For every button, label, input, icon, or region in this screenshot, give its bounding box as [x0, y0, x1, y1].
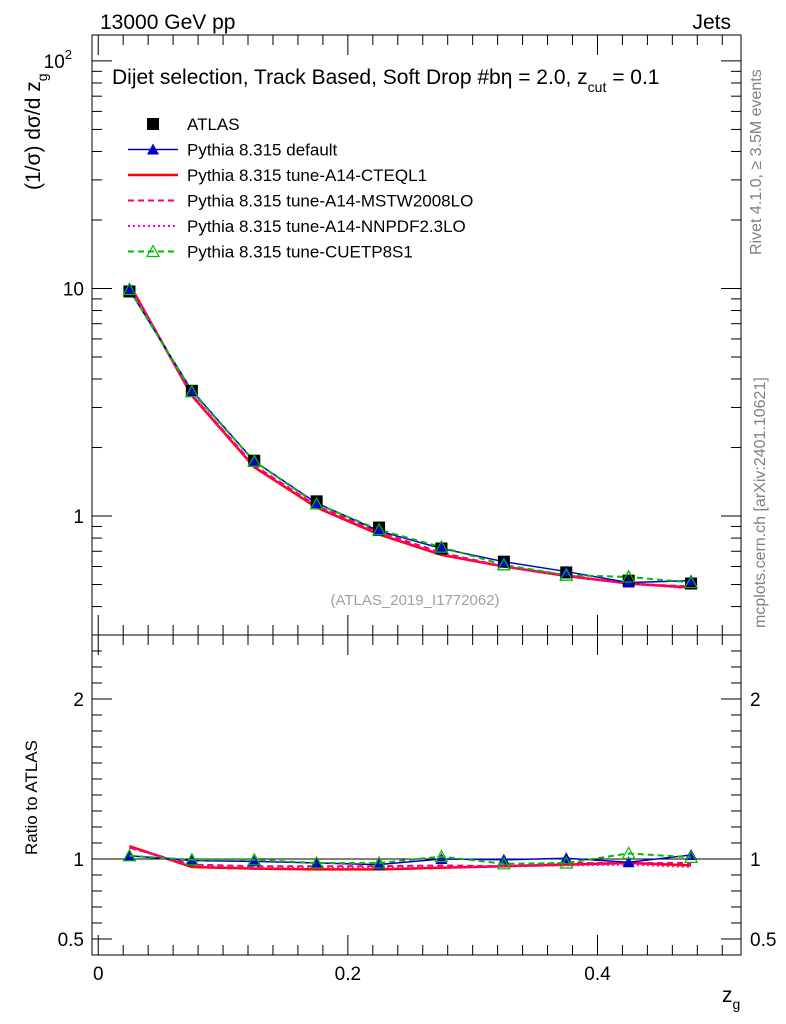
- plot-title-tail: = 0.1: [606, 66, 659, 89]
- ratio-series-line: [129, 852, 692, 865]
- main-y-tick-label-base: 10: [44, 52, 65, 73]
- ratio-series-marker: [496, 856, 511, 870]
- ratio-series-marker: [434, 849, 449, 863]
- rivet-version-label: Rivet 4.1.0, ≥ 3.5M events: [748, 69, 765, 255]
- main-y-tick-label: 10: [63, 279, 84, 300]
- legend-marker-atlas: [147, 118, 159, 130]
- legend-label-atlas: ATLAS: [187, 115, 240, 134]
- header-right-title: Jets: [692, 11, 731, 34]
- ratio-series-line: [129, 846, 692, 868]
- main-series-group: [122, 282, 699, 590]
- main-series-marker: [184, 384, 199, 398]
- legend: ATLAS Pythia 8.315 default Pythia 8.315 tu…: [128, 115, 473, 262]
- ratio-series-marker: [184, 852, 199, 866]
- main-series-marker: [372, 522, 387, 536]
- ratio-series-line: [129, 854, 692, 866]
- mcplots-label: mcplots.cern.ch [arXiv:2401.10621]: [752, 377, 769, 628]
- ratio-series-marker: [621, 846, 636, 860]
- ratio-y-tick-label-right: 1: [750, 850, 761, 871]
- main-series-line: [128, 284, 692, 590]
- main-series-marker: [309, 496, 324, 510]
- main-series-line: [128, 289, 692, 584]
- main-series-marker: [310, 497, 323, 509]
- legend-label: Pythia 8.315 tune-A14-NNPDF2.3LO: [187, 217, 466, 236]
- main-series-marker: [122, 282, 137, 296]
- main-series-marker: [247, 454, 262, 467]
- ratio-y-tick-label-right: 0.5: [750, 930, 776, 951]
- plot-title-eta: η = 2.0, z: [501, 66, 588, 89]
- main-series-line: [128, 288, 692, 584]
- ratio-series-marker: [373, 858, 386, 870]
- ratio-series-line: [129, 846, 692, 869]
- x-tick-label: 0.4: [584, 964, 611, 985]
- header-left-title: 13000 GeV pp: [100, 11, 235, 34]
- legend-label: Pythia 8.315 tune-A14-MSTW2008LO: [187, 192, 473, 211]
- main-series-marker: [185, 384, 198, 396]
- main-series-marker: [496, 557, 511, 571]
- ratio-series-marker: [309, 855, 324, 869]
- legend-marker: [145, 244, 161, 258]
- ratio-series-marker: [123, 849, 136, 861]
- plot-title-cut-sub: cut: [588, 79, 607, 95]
- ratio-series-group: [122, 845, 699, 871]
- x-axis-label: zg: [722, 984, 740, 1012]
- ratio-y-axis-label: Ratio to ATLAS: [22, 740, 41, 855]
- main-y-axis-label: (1/σ) dσ/d zg: [22, 73, 50, 190]
- main-series-marker: [559, 567, 574, 581]
- ratio-plot-frame: [91, 634, 742, 956]
- ratio-series-marker: [684, 850, 699, 864]
- legend-label: Pythia 8.315 tune-A14-CTEQL1: [187, 166, 427, 185]
- main-series-marker: [123, 283, 136, 295]
- analysis-watermark: (ATLAS_2019_I1772062): [330, 592, 499, 609]
- legend-label: Pythia 8.315 default: [187, 141, 338, 160]
- ratio-series-marker: [247, 852, 262, 866]
- ratio-series-marker: [559, 855, 574, 869]
- ratio-series-marker: [372, 855, 387, 869]
- ratio-series-marker: [248, 855, 261, 867]
- ratio-y-tick-label-right: 2: [750, 690, 761, 711]
- legend-label: Pythia 8.315 tune-CUETP8S1: [187, 243, 413, 262]
- ratio-series-marker: [622, 856, 635, 868]
- ratio-y-tick-label-left: 2: [73, 690, 84, 711]
- legend-marker: [147, 143, 159, 155]
- plot-title-main: Dijet selection, Track Based, Soft Drop …: [112, 66, 501, 89]
- ratio-axis-ticks: 0 0.2 0.4 0.5 0.5 1 1 2 2: [58, 634, 776, 985]
- x-axis-label-sub: g: [733, 996, 741, 1012]
- main-series-line: [128, 284, 692, 588]
- main-series-marker: [621, 569, 636, 583]
- x-axis-label-text: z: [722, 984, 733, 1007]
- ratio-y-tick-label-left: 1: [73, 850, 84, 871]
- x-tick-label: 0.2: [335, 964, 361, 985]
- main-series-marker: [684, 575, 699, 589]
- main-series-marker: [435, 542, 448, 554]
- ratio-y-tick-label-left: 0.5: [58, 930, 84, 951]
- plot-title: Dijet selection, Track Based, Soft Drop …: [112, 66, 660, 95]
- ratio-series-marker: [122, 848, 137, 862]
- main-series-marker: [373, 524, 386, 536]
- ratio-series-marker: [310, 857, 323, 868]
- main-y-tick-label: 1: [73, 507, 84, 528]
- main-y-axis-label-text: (1/σ) dσ/d z: [22, 81, 45, 190]
- main-y-tick-label: 102: [44, 47, 72, 73]
- main-y-tick-label-sup: 2: [65, 47, 72, 62]
- main-series-marker: [248, 455, 261, 467]
- main-series-marker: [434, 539, 449, 553]
- x-tick-label: 0: [93, 964, 104, 985]
- main-y-axis-label-sub: g: [34, 73, 50, 81]
